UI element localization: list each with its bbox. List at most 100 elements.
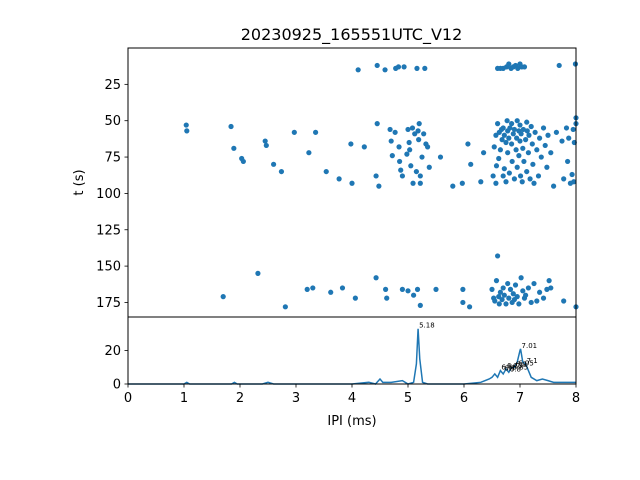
scatter-point-57 <box>450 183 456 189</box>
scatter-point-15 <box>348 141 354 147</box>
scatter-point-75 <box>499 137 505 143</box>
scatter-point-180 <box>496 294 502 300</box>
scatter-point-51 <box>421 131 427 137</box>
scatter-point-182 <box>497 289 503 295</box>
scatter-point-43 <box>413 168 419 175</box>
scatter-point-14 <box>336 176 342 182</box>
scatter-point-167 <box>405 288 411 294</box>
scatter-point-54 <box>425 144 431 150</box>
scatter-point-44 <box>414 65 420 71</box>
scatter-point-166 <box>399 286 405 292</box>
scatter-point-125 <box>528 123 534 130</box>
peak-label-0: 5.18 <box>419 322 435 330</box>
scatter-point-141 <box>556 62 562 69</box>
scatter-point-174 <box>467 304 473 310</box>
histogram-y-ticks: 0 20 <box>104 344 128 393</box>
scatter-point-181 <box>496 301 502 307</box>
scatter-point-183 <box>499 296 505 303</box>
scatter-y-tick-label-75: 75 <box>104 151 121 166</box>
scatter-point-48 <box>417 173 423 179</box>
scatter-point-165 <box>384 295 390 301</box>
scatter-point-150 <box>572 61 579 67</box>
scatter-point-65 <box>493 132 499 138</box>
scatter-point-111 <box>518 131 524 137</box>
peak-annotations: 5.18 7.01 7.16.96.956.756.856.656.76.8 <box>419 322 538 374</box>
scatter-point-100 <box>513 147 519 153</box>
scatter-y-tick-label-100: 100 <box>96 187 121 202</box>
scatter-point-37 <box>406 139 412 146</box>
scatter-point-90 <box>507 125 513 131</box>
scatter-point-60 <box>468 161 474 167</box>
scatter-point-41 <box>410 180 416 186</box>
peak-label-6: 6.85 <box>513 364 529 372</box>
scatter-point-187 <box>505 280 511 287</box>
scatter-point-26 <box>389 153 395 159</box>
scatter-y-tick-label-175: 175 <box>96 296 121 311</box>
scatter-point-58 <box>459 180 465 186</box>
scatter-point-49 <box>417 180 423 186</box>
histogram-x-tick-label-4: 4 <box>348 391 356 406</box>
scatter-point-19 <box>373 173 379 179</box>
scatter-point-82 <box>503 179 509 185</box>
peak-label-1: 7.01 <box>522 342 538 350</box>
scatter-point-140 <box>553 129 560 135</box>
scatter-point-168 <box>411 292 417 298</box>
scatter-point-203 <box>534 298 540 304</box>
scatter-point-33 <box>399 173 405 179</box>
scatter-point-23 <box>382 67 388 73</box>
scatter-points <box>183 61 579 310</box>
scatter-point-172 <box>460 286 466 292</box>
scatter-point-197 <box>520 288 526 294</box>
scatter-point-113 <box>519 179 525 185</box>
scatter-point-9 <box>278 168 285 175</box>
scatter-point-185 <box>501 292 507 298</box>
scatter-point-16 <box>349 180 355 186</box>
scatter-point-18 <box>361 144 367 150</box>
scatter-point-170 <box>417 302 423 308</box>
scatter-point-63 <box>490 173 496 179</box>
scatter-panel: 25 50 75 100 125 150 175 <box>96 47 579 318</box>
scatter-point-64 <box>491 144 497 150</box>
scatter-point-143 <box>561 176 567 182</box>
histogram-x-tick-label-1: 1 <box>180 391 188 406</box>
scatter-point-36 <box>405 126 411 133</box>
scatter-point-20 <box>374 62 380 69</box>
scatter-point-0 <box>183 122 189 128</box>
scatter-point-77 <box>500 173 506 179</box>
scatter-point-3 <box>231 145 237 151</box>
histogram-x-tick-label-2: 2 <box>236 391 244 406</box>
scatter-point-50 <box>419 154 425 160</box>
scatter-point-195 <box>516 301 522 307</box>
scatter-point-128 <box>531 180 537 186</box>
scatter-point-92 <box>509 121 515 127</box>
scatter-y-tick-label-125: 125 <box>96 223 121 238</box>
scatter-point-13 <box>323 168 329 175</box>
scatter-point-70 <box>496 155 502 162</box>
scatter-point-122 <box>525 150 532 156</box>
histogram-x-tick-label-5: 5 <box>404 391 412 406</box>
scatter-point-110 <box>517 173 524 179</box>
histogram-x-tick-label-7: 7 <box>516 391 524 406</box>
peak-label-7: 6.65 <box>501 364 517 372</box>
scatter-point-191 <box>510 291 516 297</box>
scatter-point-42 <box>412 131 418 137</box>
scatter-point-118 <box>523 137 529 143</box>
scatter-point-129 <box>532 129 538 135</box>
scatter-point-80 <box>501 166 507 172</box>
scatter-point-114 <box>520 145 526 151</box>
histogram-x-tick-label-0: 0 <box>124 391 132 406</box>
scatter-point-93 <box>509 141 515 147</box>
histogram-y-tick-label-0: 0 <box>113 378 121 393</box>
scatter-point-32 <box>398 167 404 173</box>
scatter-point-194 <box>514 294 520 300</box>
scatter-point-79 <box>501 132 507 138</box>
scatter-point-30 <box>396 144 402 150</box>
scatter-point-153 <box>566 135 572 141</box>
scatter-point-61 <box>478 179 484 185</box>
scatter-point-127 <box>530 161 536 167</box>
scatter-point-204 <box>537 289 543 295</box>
scatter-point-24 <box>387 126 393 133</box>
scatter-point-124 <box>527 176 533 182</box>
scatter-point-87 <box>506 61 512 67</box>
